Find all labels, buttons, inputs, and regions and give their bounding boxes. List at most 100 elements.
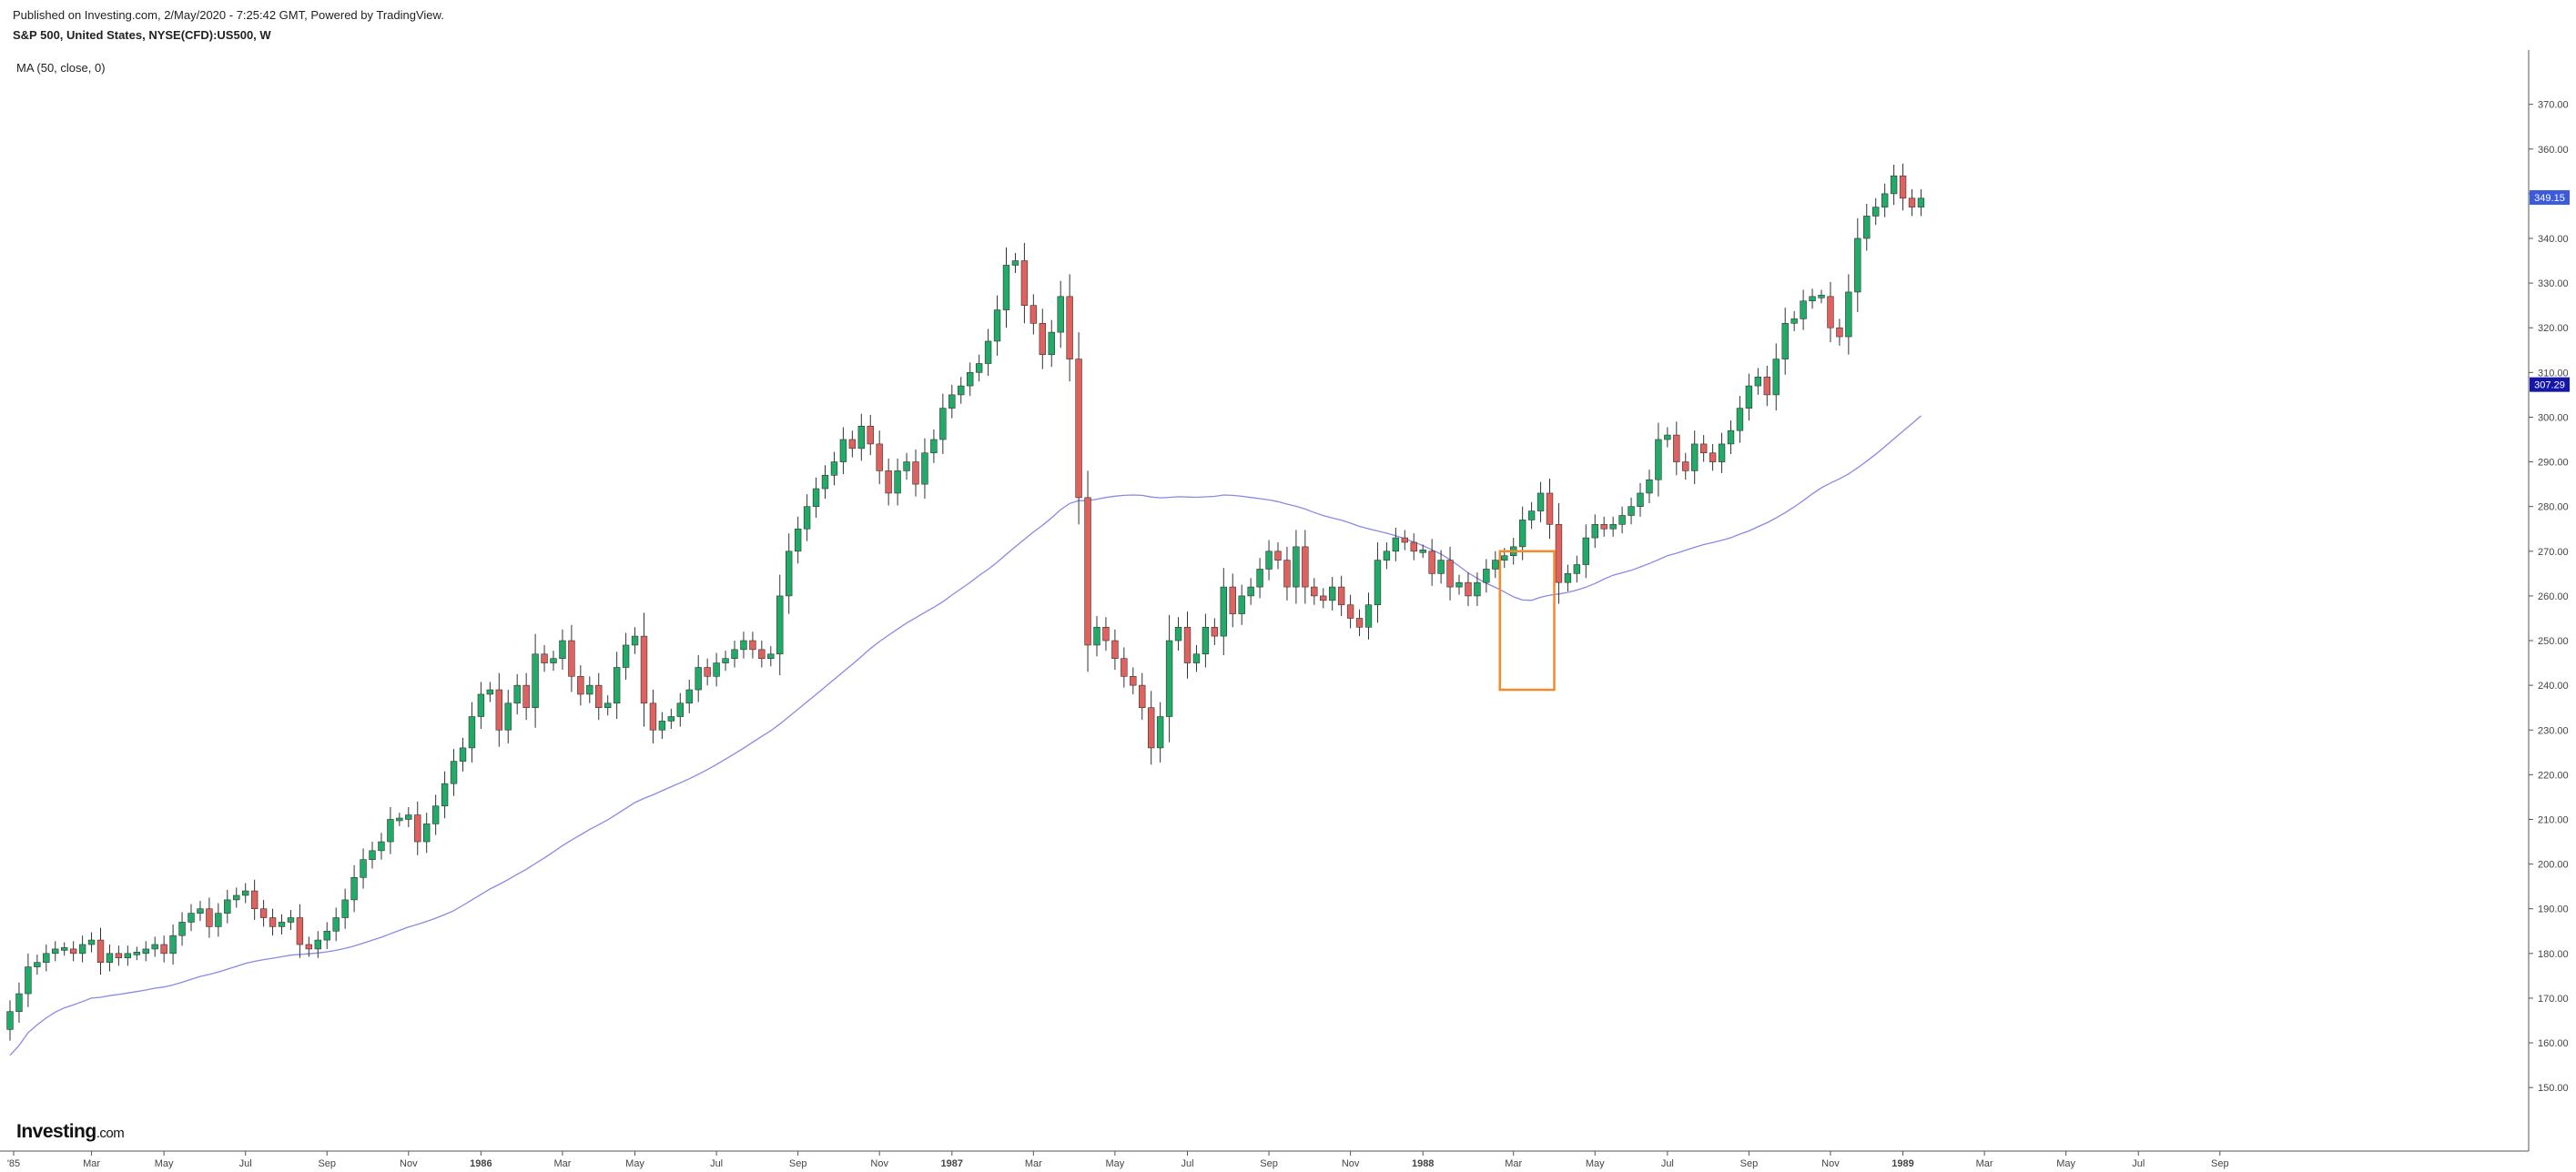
x-tick-label: May: [155, 1158, 174, 1169]
candle-body: [224, 899, 231, 914]
candle-body: [1148, 707, 1155, 749]
candle-body: [1419, 550, 1426, 553]
candle-body: [259, 908, 268, 918]
candle: [713, 652, 720, 687]
candle-body: [568, 640, 575, 677]
candle: [6, 1000, 14, 1041]
candle-body: [233, 894, 240, 901]
candle-body: [52, 948, 59, 955]
candle: [958, 377, 965, 404]
candle-body: [731, 649, 738, 659]
candle: [332, 907, 340, 942]
candle: [821, 465, 829, 500]
candle-body: [577, 676, 584, 695]
candle-body: [622, 644, 630, 668]
candle: [1211, 618, 1219, 645]
candle-body: [1727, 429, 1735, 445]
candle: [1066, 274, 1073, 382]
candle: [422, 813, 431, 854]
candle: [1229, 573, 1236, 628]
indicator-label: MA (50, close, 0): [16, 61, 106, 75]
candle: [296, 904, 304, 958]
candle: [323, 922, 330, 949]
candle: [541, 644, 548, 672]
candle: [1093, 616, 1100, 657]
candle: [1274, 541, 1282, 570]
candle-body: [269, 917, 277, 927]
candle-body: [1872, 207, 1880, 217]
candle-body: [323, 930, 330, 941]
candle: [1139, 672, 1146, 721]
candle: [785, 533, 793, 614]
candle: [695, 654, 702, 702]
candle-body: [250, 890, 259, 910]
candle: [1455, 574, 1463, 595]
candle-body: [241, 890, 249, 896]
candle: [1465, 572, 1472, 606]
candle: [61, 942, 68, 956]
candle-body: [993, 309, 1001, 342]
y-tick-label: 310.00: [2538, 368, 2569, 379]
candle-body: [78, 944, 86, 955]
candle: [96, 927, 105, 975]
candle-body: [1274, 551, 1282, 561]
candle-body: [640, 635, 648, 704]
y-tick-label: 170.00: [2538, 994, 2569, 1005]
candle: [803, 494, 811, 541]
candle: [1492, 551, 1499, 579]
candle: [106, 945, 114, 972]
candle: [278, 914, 286, 935]
candle-body: [967, 372, 974, 387]
y-tick-label: 220.00: [2538, 770, 2569, 781]
candle-body: [206, 908, 213, 927]
x-tick-label: Mar: [1025, 1158, 1042, 1169]
candle: [550, 651, 557, 672]
candle: [369, 842, 376, 869]
candle: [848, 430, 857, 458]
candle: [794, 516, 802, 564]
candle: [1727, 420, 1735, 454]
candle: [1809, 288, 1816, 309]
candle: [1628, 497, 1635, 525]
x-tick-label: Mar: [553, 1158, 571, 1169]
candle: [1600, 516, 1607, 537]
candle-body: [1664, 434, 1671, 440]
candle: [1320, 588, 1327, 609]
candle: [658, 712, 666, 740]
candle-body: [1437, 560, 1445, 574]
candle-body: [296, 917, 304, 945]
candle-body: [215, 913, 222, 927]
candle-body: [1020, 260, 1029, 306]
candle-body: [450, 761, 458, 784]
candle-body: [1130, 676, 1137, 686]
candle: [477, 682, 485, 730]
candle-body: [1302, 546, 1309, 588]
candle: [1192, 644, 1201, 672]
candle-body: [667, 716, 675, 722]
candle-body: [1428, 551, 1435, 574]
y-tick-label: 280.00: [2538, 502, 2569, 513]
candle-body: [1039, 323, 1047, 355]
candle: [1002, 247, 1010, 328]
candle: [1818, 289, 1825, 304]
candle: [876, 430, 883, 485]
candle-body: [767, 653, 775, 659]
candle: [1392, 528, 1400, 561]
candle: [259, 899, 268, 927]
y-tick-label: 340.00: [2538, 234, 2569, 245]
candle-body: [1483, 569, 1490, 583]
candle: [1591, 514, 1598, 549]
candle-body: [43, 953, 50, 963]
candle: [78, 935, 86, 963]
candle: [921, 438, 928, 500]
candle: [767, 646, 775, 667]
candle-body: [541, 653, 548, 663]
candle: [993, 295, 1001, 356]
candle: [1890, 164, 1898, 206]
candle-body: [350, 877, 358, 901]
candle-body: [495, 689, 503, 731]
candle-body: [586, 684, 593, 695]
candle-body: [1139, 684, 1146, 708]
y-tick-label: 270.00: [2538, 547, 2569, 558]
